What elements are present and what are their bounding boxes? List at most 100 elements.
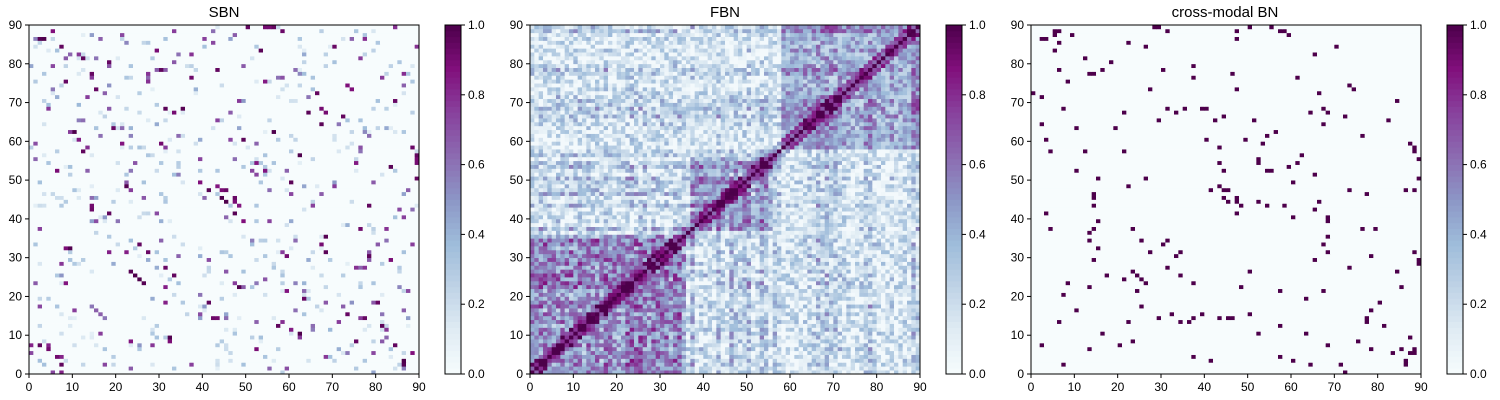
- heatmap-cell: [59, 339, 64, 343]
- heatmap-cell: [224, 351, 229, 355]
- heatmap-cell: [285, 316, 290, 320]
- heatmap-cell: [250, 324, 255, 328]
- heatmap-cell: [68, 343, 73, 347]
- heatmap-cell: [358, 335, 363, 339]
- heatmap-cell: [306, 358, 311, 362]
- heatmap-cell: [120, 358, 125, 362]
- heatmap-cell: [150, 327, 155, 331]
- heatmap-cell: [133, 347, 138, 351]
- heatmap-cell: [402, 362, 407, 366]
- heatmap-cell: [51, 327, 56, 331]
- heatmap-cell: [98, 316, 103, 320]
- heatmap-cell: [315, 347, 320, 351]
- heatmap-cell: [328, 358, 333, 362]
- heatmap-cell: [306, 316, 311, 320]
- heatmap-cell: [64, 331, 69, 335]
- heatmap-cell: [263, 358, 268, 362]
- heatmap-cell: [59, 362, 64, 366]
- heatmap-cell: [85, 331, 90, 335]
- heatmap-cell: [207, 316, 212, 320]
- heatmap-cell: [129, 339, 134, 343]
- heatmap-cell: [397, 343, 402, 347]
- heatmap-cell: [228, 327, 233, 331]
- heatmap-cell: [345, 327, 350, 331]
- heatmap-cell: [146, 339, 151, 343]
- heatmap-cell: [172, 327, 177, 331]
- heatmap-cell: [363, 351, 368, 355]
- heatmap-cell: [133, 320, 138, 324]
- heatmap-cell: [98, 347, 103, 351]
- heatmap-cell: [194, 331, 199, 335]
- heatmap-cell: [371, 320, 376, 324]
- heatmap-cell: [181, 358, 186, 362]
- heatmap-cell: [350, 327, 355, 331]
- heatmap-cell: [259, 343, 264, 347]
- heatmap-cell: [384, 343, 389, 347]
- heatmap-cell: [263, 320, 268, 324]
- heatmap-cell: [315, 320, 320, 324]
- heatmap-cell: [384, 351, 389, 355]
- heatmap-cell: [410, 320, 415, 324]
- heatmap-cell: [324, 320, 329, 324]
- heatmap-cell: [185, 351, 190, 355]
- heatmap-cell: [94, 358, 99, 362]
- heatmap-cell: [302, 351, 307, 355]
- heatmap-cell: [90, 335, 95, 339]
- heatmap-cell: [341, 335, 346, 339]
- heatmap-cell: [358, 324, 363, 328]
- heatmap-cell: [337, 316, 342, 320]
- heatmap-cell: [371, 316, 376, 320]
- heatmap-cell: [406, 324, 411, 328]
- heatmap-cell: [215, 343, 220, 347]
- heatmap-cell: [311, 362, 316, 366]
- heatmap-cell: [345, 362, 350, 366]
- heatmap-cell: [280, 331, 285, 335]
- heatmap-cell: [133, 324, 138, 328]
- heatmap-cell: [189, 366, 194, 370]
- heatmap-cell: [289, 320, 294, 324]
- heatmap-cell: [163, 343, 168, 347]
- heatmap-cell: [233, 343, 238, 347]
- heatmap-cells: [29, 25, 419, 374]
- heatmap-cell: [363, 343, 368, 347]
- heatmap-cell: [29, 324, 34, 328]
- heatmap-cell: [410, 331, 415, 335]
- heatmap-cell: [33, 347, 38, 351]
- heatmap-cell: [77, 347, 82, 351]
- heatmap-cell: [363, 339, 368, 343]
- heatmap-cell: [393, 351, 398, 355]
- heatmap-cell: [94, 327, 99, 331]
- heatmap-cell: [59, 351, 64, 355]
- heatmap-cell: [189, 358, 194, 362]
- heatmap-cell: [293, 327, 298, 331]
- heatmap-cell: [29, 331, 34, 335]
- heatmap-cell: [116, 316, 121, 320]
- heatmap-cell: [406, 362, 411, 366]
- heatmap-cell: [246, 316, 251, 320]
- heatmap-cell: [410, 339, 415, 343]
- heatmap-cell: [163, 355, 168, 359]
- heatmap-cell: [198, 327, 203, 331]
- heatmap-cell: [150, 320, 155, 324]
- heatmap-cell: [146, 331, 151, 335]
- heatmap-cell: [137, 362, 142, 366]
- heatmap-cell: [142, 355, 147, 359]
- heatmap-cell: [367, 320, 372, 324]
- heatmap-cell: [380, 362, 385, 366]
- heatmap-cell: [120, 343, 125, 347]
- heatmap-cell: [237, 324, 242, 328]
- heatmap-cell: [363, 331, 368, 335]
- heatmap-cell: [341, 331, 346, 335]
- heatmap-cell: [176, 320, 181, 324]
- heatmap-cell: [402, 347, 407, 351]
- heatmap-cell: [98, 366, 103, 370]
- heatmap-cell: [241, 366, 246, 370]
- heatmap-cell: [168, 316, 173, 320]
- heatmap-cell: [29, 358, 34, 362]
- heatmap-cell: [285, 366, 290, 370]
- heatmap-cell: [38, 339, 43, 343]
- heatmap-cell: [389, 339, 394, 343]
- heatmap-cell: [250, 351, 255, 355]
- heatmap-cell: [267, 339, 272, 343]
- heatmap-cell: [237, 355, 242, 359]
